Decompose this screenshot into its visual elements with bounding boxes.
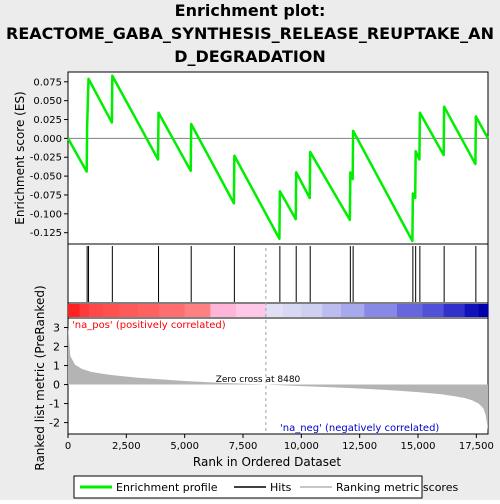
x-tick-label: 15,000 bbox=[401, 441, 436, 452]
heatmap-segment bbox=[422, 304, 445, 317]
heatmap-segment bbox=[89, 304, 104, 317]
heatmap-segment bbox=[364, 304, 398, 317]
es-y-tick-label: -0.075 bbox=[30, 190, 62, 201]
x-axis-label: Rank in Ordered Dataset bbox=[193, 455, 341, 469]
ranking-heatmap-bar bbox=[68, 304, 489, 317]
heatmap-segment bbox=[443, 304, 466, 317]
metric-y-axis-label: Ranked list metric (PreRanked) bbox=[33, 285, 47, 470]
chart-title-line-1: Enrichment plot: bbox=[175, 1, 326, 20]
heatmap-segment bbox=[119, 304, 139, 317]
heatmap-segment bbox=[322, 304, 342, 317]
es-y-tick-label: -0.125 bbox=[30, 228, 62, 239]
heatmap-segment bbox=[103, 304, 120, 317]
metric-y-tick-label: 3 bbox=[53, 322, 60, 335]
es-y-tick-label: 0.075 bbox=[33, 77, 62, 88]
heatmap-segment bbox=[159, 304, 186, 317]
es-y-tick-label: 0.025 bbox=[33, 115, 62, 126]
heatmap-segment bbox=[138, 304, 160, 317]
heatmap-segment bbox=[79, 304, 90, 317]
metric-y-tick-label: -2 bbox=[49, 417, 60, 430]
es-y-axis-label: Enrichment score (ES) bbox=[13, 91, 27, 224]
es-y-tick-label: 0.050 bbox=[33, 96, 62, 107]
heatmap-segment bbox=[301, 304, 323, 317]
x-tick-label: 2,500 bbox=[112, 441, 141, 452]
heatmap-segment bbox=[478, 304, 489, 317]
x-tick-label: 0 bbox=[65, 441, 71, 452]
plot-frame bbox=[67, 71, 489, 319]
zero-cross-label: Zero cross at 8480 bbox=[216, 375, 301, 385]
metric-y-tick-label: -1 bbox=[49, 398, 60, 411]
x-tick-label: 7,500 bbox=[229, 441, 258, 452]
es-y-tick-label: 0.000 bbox=[33, 134, 62, 145]
ranked-metric-panel: 3 2 1 0 -1 -2 bbox=[49, 248, 488, 434]
enrichment-profile-line bbox=[66, 74, 490, 243]
heatmap-segment bbox=[236, 304, 267, 317]
enrichment-score-panel: 0.075 0.050 0.025 0.000 -0.025 -0.050 -0.075 -0… bbox=[30, 74, 490, 243]
es-y-tick-label: -0.050 bbox=[30, 172, 62, 183]
x-tick-label: 5,000 bbox=[170, 441, 199, 452]
heatmap-segment bbox=[265, 304, 284, 317]
heatmap-segment bbox=[397, 304, 424, 317]
metric-panel-frame bbox=[67, 317, 489, 435]
heatmap-segment bbox=[282, 304, 302, 317]
metric-y-tick-label: 0 bbox=[53, 379, 60, 392]
chart-title-line-3: D_DEGRADATION bbox=[174, 47, 326, 66]
es-y-tick-label: -0.100 bbox=[30, 209, 62, 220]
legend: Enrichment profile Hits Ranking metric s… bbox=[73, 475, 458, 499]
heatmap-segment bbox=[464, 304, 480, 317]
metric-y-tick-label: 2 bbox=[53, 341, 60, 354]
heatmap-segment bbox=[210, 304, 237, 317]
positive-correlation-label: 'na_pos' (positively correlated) bbox=[72, 320, 226, 331]
negative-correlation-label: 'na_neg' (negatively correlated) bbox=[280, 423, 439, 434]
heatmap-segment bbox=[184, 304, 211, 317]
es-y-tick-label: -0.025 bbox=[30, 153, 62, 164]
heatmap-segment bbox=[68, 304, 81, 317]
hits-track bbox=[86, 246, 477, 302]
legend-label-ranking-metric-scores: Ranking metric scores bbox=[336, 481, 458, 494]
heatmap-segment bbox=[341, 304, 365, 317]
legend-label-hits: Hits bbox=[270, 481, 292, 494]
x-tick-label: 10,000 bbox=[284, 441, 319, 452]
x-tick-label: 12,500 bbox=[342, 441, 377, 452]
x-tick-label: 17,500 bbox=[459, 441, 494, 452]
chart-title-line-2: REACTOME_GABA_SYNTHESIS_RELEASE_REUPTAKE… bbox=[6, 24, 494, 43]
legend-label-enrichment-profile: Enrichment profile bbox=[116, 481, 218, 494]
metric-y-tick-label: 1 bbox=[53, 360, 60, 373]
x-axis: 0 2,500 5,000 7,500 10,000 12,500 15,000 17,500 bbox=[65, 434, 494, 452]
